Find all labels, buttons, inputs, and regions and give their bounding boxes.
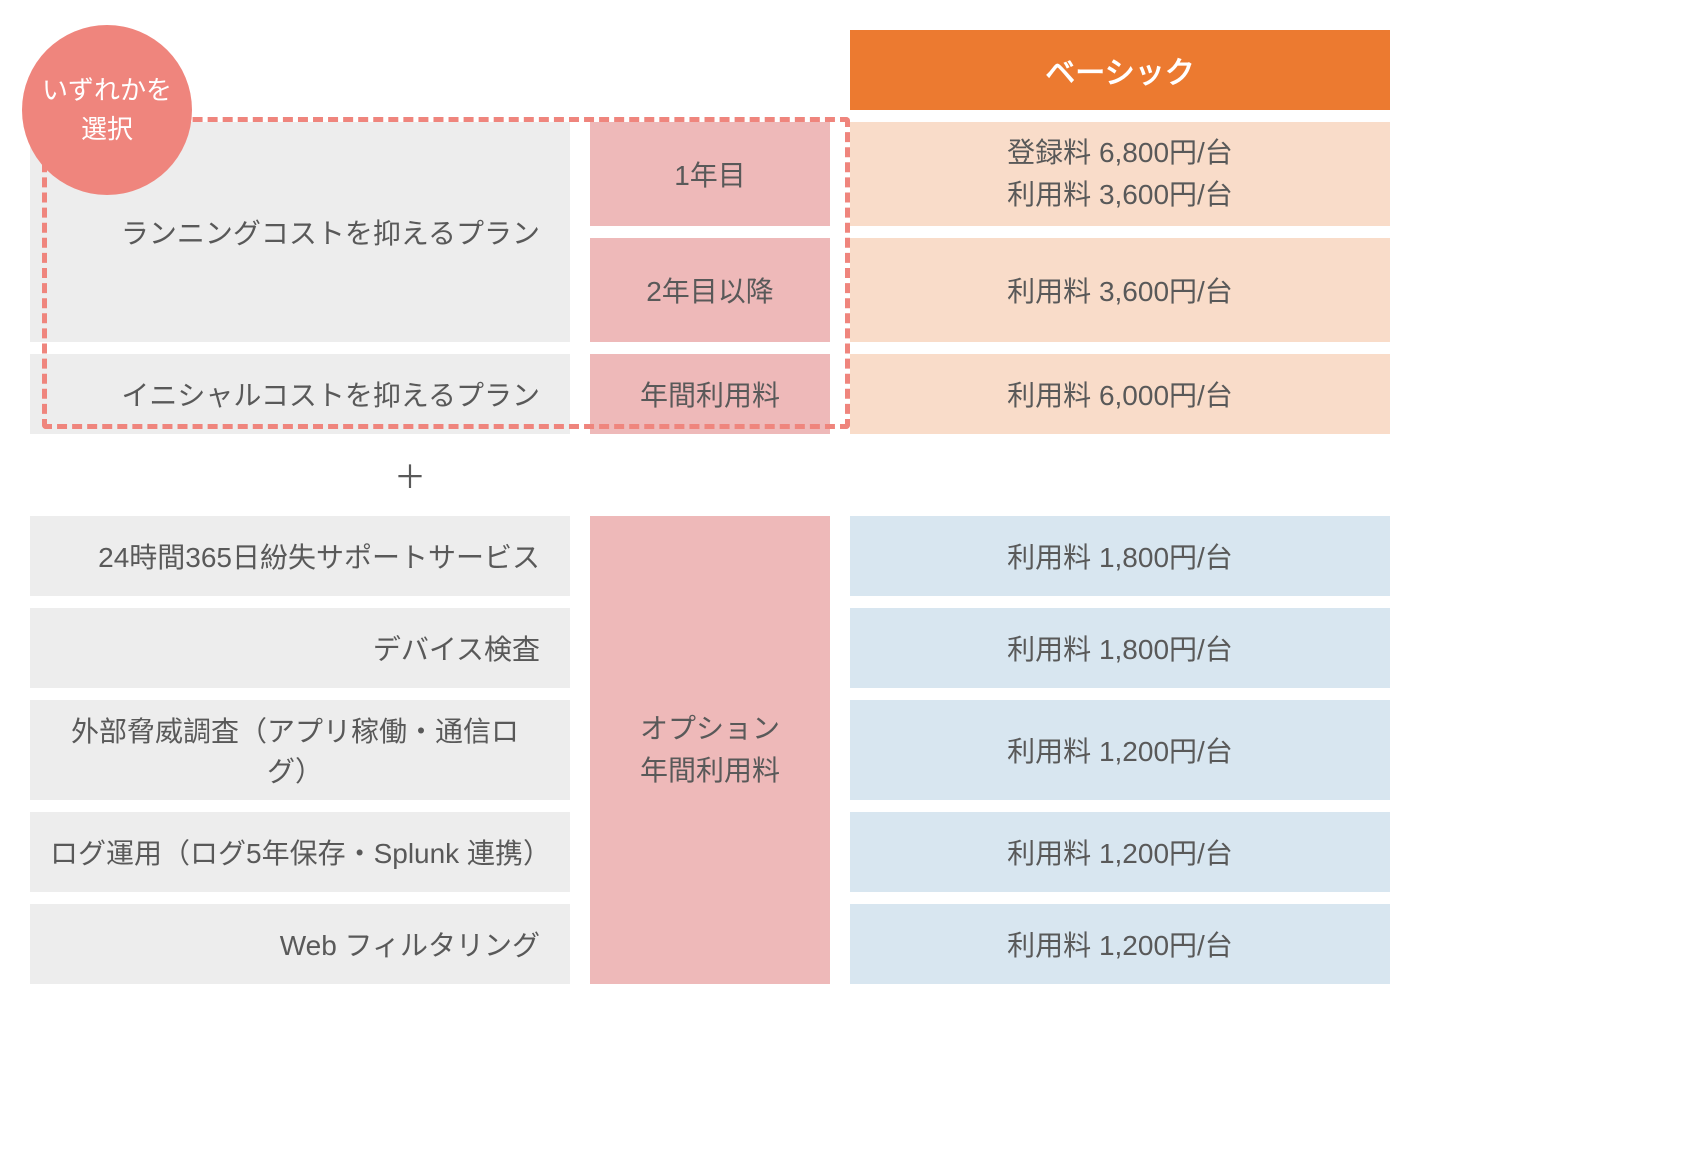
period-year1: 1年目 [590,122,830,226]
option-label-2: 外部脅威調査（アプリ稼働・通信ログ） [30,700,570,800]
options-column-label: オプション 年間利用料 [590,516,830,984]
option-price-3: 利用料 1,200円/台 [850,812,1390,892]
option-price-1: 利用料 1,800円/台 [850,608,1390,688]
option-label-3: ログ運用（ログ5年保存・Splunk 連携） [30,812,570,892]
option-label-0: 24時間365日紛失サポートサービス [30,516,570,596]
plan-initial-label: イニシャルコストを抑えるプラン [30,354,570,434]
choose-one-badge: いずれかを 選択 [22,25,192,195]
price-running-year1: 登録料 6,800円/台 利用料 3,600円/台 [850,122,1390,226]
price-line: 登録料 6,800円/台 [1007,132,1233,174]
price-line: 利用料 3,600円/台 [1007,174,1233,216]
badge-line2: 選択 [81,110,133,149]
price-initial: 利用料 6,000円/台 [850,354,1390,434]
option-price-4: 利用料 1,200円/台 [850,904,1390,984]
period-annual: 年間利用料 [590,354,830,434]
header-spacer-2 [590,30,830,110]
option-price-2: 利用料 1,200円/台 [850,700,1390,800]
pricing-table: いずれかを 選択 ベーシック ランニングコストを抑えるプラン 1年目 登録料 6… [30,30,1510,984]
pricing-grid: ベーシック ランニングコストを抑えるプラン 1年目 登録料 6,800円/台 利… [30,30,1510,984]
plus-separator: ＋ [0,446,1390,504]
options-label-line2: 年間利用料 [640,750,780,792]
column-header-basic: ベーシック [850,30,1390,110]
options-label-line1: オプション [640,708,780,750]
option-label-4: Web フィルタリング [30,904,570,984]
option-price-0: 利用料 1,800円/台 [850,516,1390,596]
badge-line1: いずれかを [42,71,172,110]
period-year2plus: 2年目以降 [590,238,830,342]
price-running-year2plus: 利用料 3,600円/台 [850,238,1390,342]
option-label-1: デバイス検査 [30,608,570,688]
